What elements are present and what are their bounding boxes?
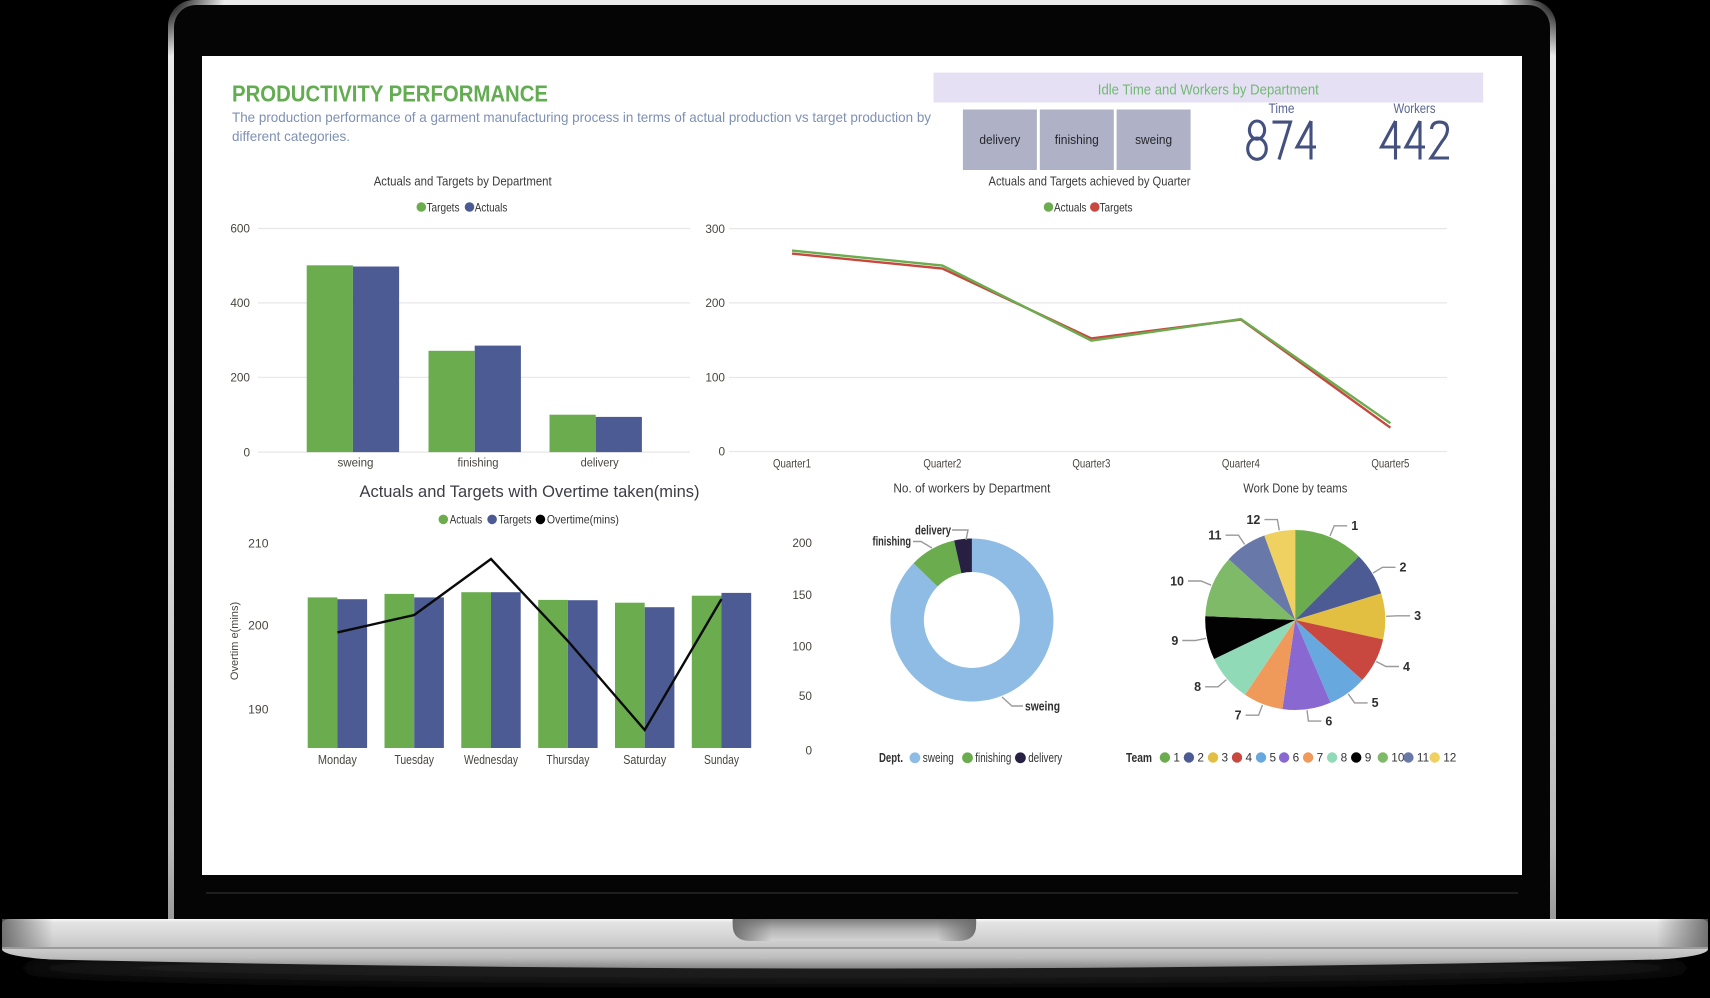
svg-text:Work Done by teams: Work Done by teams [1243,482,1347,496]
svg-text:finishing: finishing [1055,133,1099,147]
svg-text:8: 8 [1194,680,1201,694]
svg-text:Actuals and Targets by Departm: Actuals and Targets by Department [374,174,552,188]
svg-text:7: 7 [1235,709,1242,723]
svg-text:2: 2 [1197,751,1204,765]
svg-text:delivery: delivery [915,524,951,538]
svg-text:0: 0 [805,744,812,758]
svg-text:Quarter1: Quarter1 [773,457,811,471]
svg-text:Quarter4: Quarter4 [1222,457,1260,471]
svg-text:delivery: delivery [979,133,1021,147]
svg-text:sweing: sweing [923,751,954,765]
svg-text:200: 200 [792,536,812,550]
svg-text:50: 50 [799,689,813,703]
svg-text:100: 100 [705,371,725,385]
svg-text:7: 7 [1317,751,1324,765]
svg-text:sweing: sweing [1025,700,1060,714]
svg-text:Actuals: Actuals [475,200,508,214]
svg-text:Monday: Monday [318,753,358,767]
svg-text:200: 200 [705,296,725,310]
svg-text:210: 210 [248,536,269,550]
svg-text:Quarter3: Quarter3 [1072,457,1110,471]
svg-text:10: 10 [1170,574,1184,588]
svg-text:10: 10 [1391,751,1405,765]
svg-text:Quarter2: Quarter2 [923,457,961,471]
svg-text:190: 190 [248,702,269,716]
svg-text:sweing: sweing [338,456,374,470]
svg-text:5: 5 [1270,751,1277,765]
svg-text:200: 200 [230,371,250,385]
svg-text:PRODUCTIVITY PERFORMANCE: PRODUCTIVITY PERFORMANCE [232,81,548,107]
svg-text:6: 6 [1293,751,1300,765]
svg-text:Quarter5: Quarter5 [1371,457,1409,471]
svg-text:Sunday: Sunday [704,753,740,767]
svg-text:100: 100 [792,639,812,653]
svg-text:finishing: finishing [873,535,912,549]
svg-text:600: 600 [230,222,250,236]
svg-text:11: 11 [1208,529,1221,543]
svg-text:6: 6 [1325,714,1332,728]
svg-text:Actuals: Actuals [1054,200,1087,214]
svg-text:different categories.: different categories. [232,129,350,144]
svg-text:4: 4 [1246,751,1253,765]
svg-text:11: 11 [1417,751,1429,765]
svg-text:1: 1 [1351,519,1358,533]
svg-text:Dept.: Dept. [879,750,903,765]
svg-text:0: 0 [243,445,250,459]
svg-text:12: 12 [1246,513,1260,527]
svg-text:Targets: Targets [1100,200,1133,214]
svg-text:Time: Time [1269,101,1295,116]
svg-text:finishing: finishing [975,751,1011,765]
svg-text:finishing: finishing [458,456,499,470]
svg-text:sweing: sweing [1135,133,1172,147]
svg-text:The production performance of: The production performance of a garment … [232,110,931,125]
svg-text:Actuals and Targets with Overt: Actuals and Targets with Overtime taken(… [360,483,700,501]
svg-text:delivery: delivery [1028,751,1063,765]
svg-text:Actuals and Targets achieved b: Actuals and Targets achieved by Quarter [989,174,1191,188]
svg-text:Idle Time and Workers by Depar: Idle Time and Workers by Department [1098,83,1319,99]
svg-text:delivery: delivery [581,456,620,470]
svg-text:2: 2 [1400,561,1407,575]
svg-text:Team: Team [1126,750,1152,765]
svg-text:1: 1 [1173,751,1180,765]
svg-text:8: 8 [1341,751,1348,765]
svg-text:Wednesday: Wednesday [464,753,519,767]
svg-text:3: 3 [1222,751,1229,765]
svg-text:300: 300 [705,222,725,236]
svg-text:9: 9 [1171,634,1178,648]
svg-text:4: 4 [1403,660,1410,674]
svg-text:400: 400 [230,296,250,310]
svg-text:5: 5 [1372,696,1379,710]
svg-text:9: 9 [1365,751,1372,765]
svg-text:Overtime(mins): Overtime(mins) [547,513,619,527]
svg-text:Targets: Targets [499,513,532,527]
svg-text:No. of workers by Department: No. of workers by Department [893,482,1050,496]
svg-text:150: 150 [792,588,812,602]
svg-text:200: 200 [248,619,269,633]
svg-text:Saturday: Saturday [623,753,667,767]
svg-text:3: 3 [1414,609,1421,623]
svg-text:Overtim e(mins): Overtim e(mins) [229,602,241,680]
svg-text:12: 12 [1443,751,1456,765]
svg-text:Workers: Workers [1394,101,1436,116]
svg-text:0: 0 [718,445,725,459]
svg-text:Thursday: Thursday [546,753,590,767]
svg-text:Targets: Targets [427,200,460,214]
svg-text:Tuesday: Tuesday [394,753,434,767]
svg-text:Actuals: Actuals [450,513,483,527]
